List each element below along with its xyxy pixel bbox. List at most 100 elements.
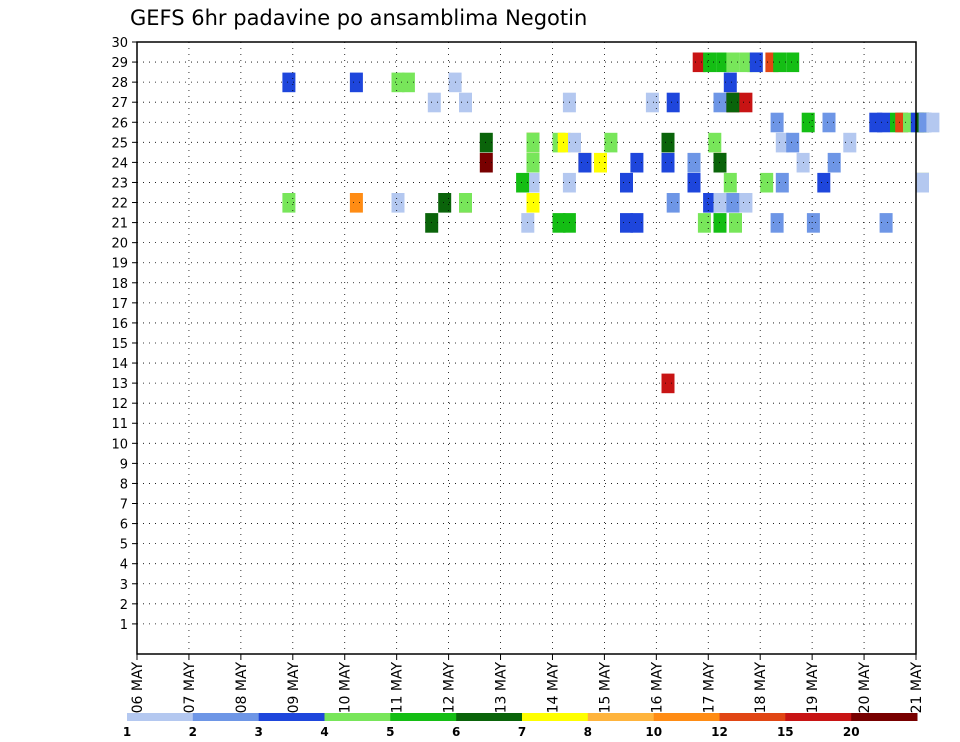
heatmap-cell [739,92,753,113]
heatmap-cell [708,132,722,153]
y-tick-label: 30 [111,36,128,51]
heatmap-cell [817,172,831,193]
heatmap-cell [806,213,820,233]
colorbar-segment [324,713,391,721]
colorbar-segment [456,713,523,721]
heatmap-cell [666,193,680,213]
colorbar-label: 12 [711,725,728,739]
y-tick-label: 16 [111,317,128,332]
colorbar-label: 4 [320,725,328,739]
plot-frame [136,41,917,655]
heatmap-cell [427,92,441,113]
heatmap-cell [786,132,800,153]
heatmap-cell [630,213,644,233]
y-tick-label: 29 [111,56,128,71]
heatmap-cell [703,193,717,213]
y-tick-label: 5 [120,538,128,553]
heatmap-cell [401,72,415,93]
heatmap-cell [620,172,633,193]
y-tick-label: 1 [120,618,128,633]
colorbar-label: 1 [123,725,131,739]
y-tick-label: 17 [111,297,128,312]
y-tick-label: 18 [111,277,128,292]
y-tick-label: 26 [111,116,128,131]
colorbar-label: 10 [645,725,662,739]
colorbar-label: 15 [777,725,794,739]
heatmap-cell [786,52,800,73]
y-tick-label: 11 [111,417,128,432]
y-tick-label: 20 [111,237,128,252]
colorbar-label: 8 [584,725,592,739]
heatmap-cell [459,193,472,213]
heatmap-cell [726,193,740,213]
y-tick-label: 12 [111,397,128,412]
heatmap-cell [661,373,675,394]
y-tick-label: 6 [120,518,128,533]
heatmap-cell [729,213,742,233]
y-tick-label: 8 [120,477,128,492]
y-tick-label: 25 [111,136,128,151]
heatmap-cell [716,52,730,73]
colorbar-segment [258,713,325,721]
colorbar-segment [127,713,194,721]
colorbar-label: 7 [518,725,526,739]
x-tick-label: 15 MAY [597,662,613,714]
heatmap-cell [349,72,363,93]
heatmap-cell [687,172,701,193]
heatmap-cell [594,152,607,173]
colorbar-segment [653,713,720,721]
heatmap-cell [645,92,659,113]
heatmap-cell [666,92,680,113]
y-tick-label: 2 [120,598,128,613]
heatmap-cell [749,52,763,73]
heatmap-cell [438,193,452,213]
heatmap-cell [687,152,701,173]
x-tick-label: 10 MAY [338,662,354,714]
heatmap-cell [726,92,740,113]
heatmap-cell [630,152,644,173]
heatmap-cell [775,132,789,153]
heatmap-cell [822,112,836,133]
colorbar-segment [719,713,786,721]
heatmap-cell [760,172,774,193]
heatmap-cell [391,72,405,93]
heatmap-cell [723,172,737,193]
y-tick-label: 10 [111,437,128,452]
heatmap-cell [552,213,566,233]
heatmap-cell [775,172,789,193]
y-tick-label: 14 [111,357,128,372]
heatmap-cell [459,92,472,113]
colorbar-label: 3 [255,725,263,739]
heatmap-cell [726,52,740,73]
heatmap-cell [578,152,592,173]
colorbar-segment [522,713,589,721]
x-tick-label: 14 MAY [545,662,561,714]
y-tick-label: 19 [111,257,128,272]
heatmap-cell [604,132,618,153]
x-tick-label: 20 MAY [857,662,873,714]
colorbar-segment [785,713,852,721]
x-tick-label: 21 MAY [909,662,925,714]
y-tick-label: 4 [120,558,128,573]
heatmap-cell [557,132,571,153]
y-tick-label: 23 [111,176,128,191]
y-tick-label: 3 [120,578,128,593]
heatmap-cell [827,152,841,173]
heatmap-cell [843,132,857,153]
colorbar-segment [390,713,457,721]
colorbar-label: 5 [386,725,394,739]
x-tick-label: 11 MAY [390,662,406,714]
heatmap-cell [692,52,706,73]
colorbar-segment [851,713,918,721]
x-tick-label: 12 MAY [442,662,458,714]
y-tick-label: 15 [111,337,128,352]
x-tick-label: 16 MAY [649,662,665,714]
heatmap-cell [516,172,530,193]
x-tick-label: 17 MAY [701,662,717,714]
heatmap-cell [877,112,890,133]
heatmap-cell [697,213,711,233]
heatmap-cell [926,112,940,133]
colorbar-label: 6 [452,725,460,739]
chart-title: GEFS 6hr padavine po ansamblima Negotin [130,6,588,30]
